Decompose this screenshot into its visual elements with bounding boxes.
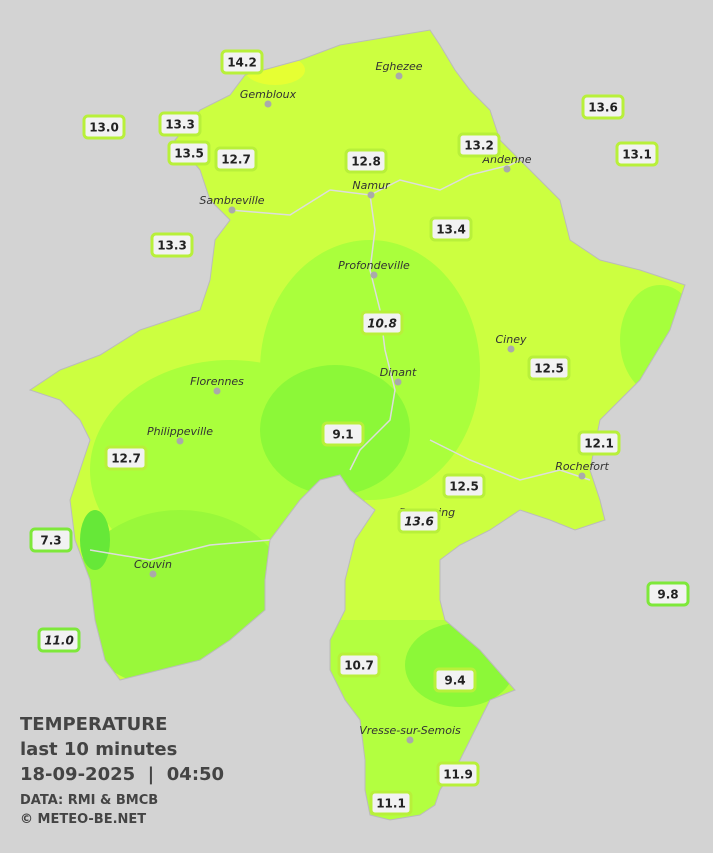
station-value: 9.4 <box>444 674 465 688</box>
station-value: 14.2 <box>227 56 257 70</box>
station-value: 12.7 <box>111 452 141 466</box>
legend-period: last 10 minutes <box>20 739 177 760</box>
town-dot <box>507 345 515 353</box>
station-box <box>646 581 690 607</box>
station-box <box>397 508 441 534</box>
legend-datetime: 18-09-2025 | 04:50 <box>20 764 224 785</box>
town-label: Gembloux <box>240 88 297 101</box>
station-value: 11.0 <box>44 634 74 648</box>
station-box <box>158 111 202 137</box>
station-box <box>29 527 73 553</box>
town-label: Rochefort <box>555 460 609 473</box>
station-box <box>337 652 381 678</box>
station-box <box>82 114 126 140</box>
station-box <box>433 667 477 693</box>
station-box <box>321 421 365 447</box>
town-label: Vresse-sur-Semois <box>359 724 461 737</box>
station-value: 12.8 <box>351 155 381 169</box>
town-dot <box>370 271 378 279</box>
station-value: 11.1 <box>376 797 406 811</box>
station-box <box>577 430 621 456</box>
station-box <box>369 790 413 816</box>
town-dot <box>578 472 586 480</box>
town-label: Sambreville <box>199 194 264 207</box>
station-box <box>344 148 388 174</box>
station-box <box>442 473 486 499</box>
station-value: 12.7 <box>221 153 251 167</box>
station-box <box>167 140 211 166</box>
town-dot <box>395 72 403 80</box>
town-dot <box>394 378 402 386</box>
town-dot <box>367 191 375 199</box>
station-value: 11.9 <box>443 768 473 782</box>
station-box <box>360 310 404 336</box>
station-value: 10.8 <box>367 317 397 331</box>
station-box <box>436 761 480 787</box>
town-dot <box>149 570 157 578</box>
station-box <box>37 627 81 653</box>
station-value: 12.5 <box>449 480 479 494</box>
station-box <box>104 445 148 471</box>
station-value: 9.1 <box>332 428 353 442</box>
town-label: Ciney <box>496 333 527 346</box>
station-box <box>150 232 194 258</box>
town-dot <box>264 100 272 108</box>
station-value: 9.8 <box>657 588 678 602</box>
legend-title: TEMPERATURE <box>20 714 167 735</box>
town-dot <box>503 165 511 173</box>
town-label: Couvin <box>134 558 172 571</box>
town-label: Eghezee <box>376 60 423 73</box>
town-dot <box>176 437 184 445</box>
town-label: Namur <box>352 179 391 192</box>
station-box <box>615 141 659 167</box>
town-dot <box>228 206 236 214</box>
station-value: 13.0 <box>89 121 119 135</box>
station-value: 10.7 <box>344 659 374 673</box>
station-box <box>457 132 501 158</box>
town-dot <box>406 736 414 744</box>
station-value: 12.5 <box>534 362 564 376</box>
station-value: 13.1 <box>622 148 652 162</box>
legend-credit: © METEO-BE.NET <box>20 812 146 827</box>
town-label: Dinant <box>380 366 417 379</box>
station-box <box>214 146 258 172</box>
town-label: Profondeville <box>338 259 410 272</box>
station-value: 7.3 <box>40 534 61 548</box>
station-value: 13.5 <box>174 147 204 161</box>
legend-source: DATA: RMI & BMCB <box>20 793 158 808</box>
town-label: Florennes <box>190 375 244 388</box>
station-value: 13.6 <box>588 101 618 115</box>
station-value: 13.2 <box>464 139 494 153</box>
station-value: 13.6 <box>404 515 434 529</box>
station-box <box>581 94 625 120</box>
station-box <box>527 355 571 381</box>
station-value: 13.4 <box>436 223 466 237</box>
town-dot <box>213 387 221 395</box>
town-label: Philippeville <box>147 425 213 438</box>
station-value: 12.1 <box>584 437 614 451</box>
station-box <box>220 49 264 75</box>
station-value: 13.3 <box>165 118 195 132</box>
station-value: 13.3 <box>157 239 187 253</box>
station-box <box>429 216 473 242</box>
